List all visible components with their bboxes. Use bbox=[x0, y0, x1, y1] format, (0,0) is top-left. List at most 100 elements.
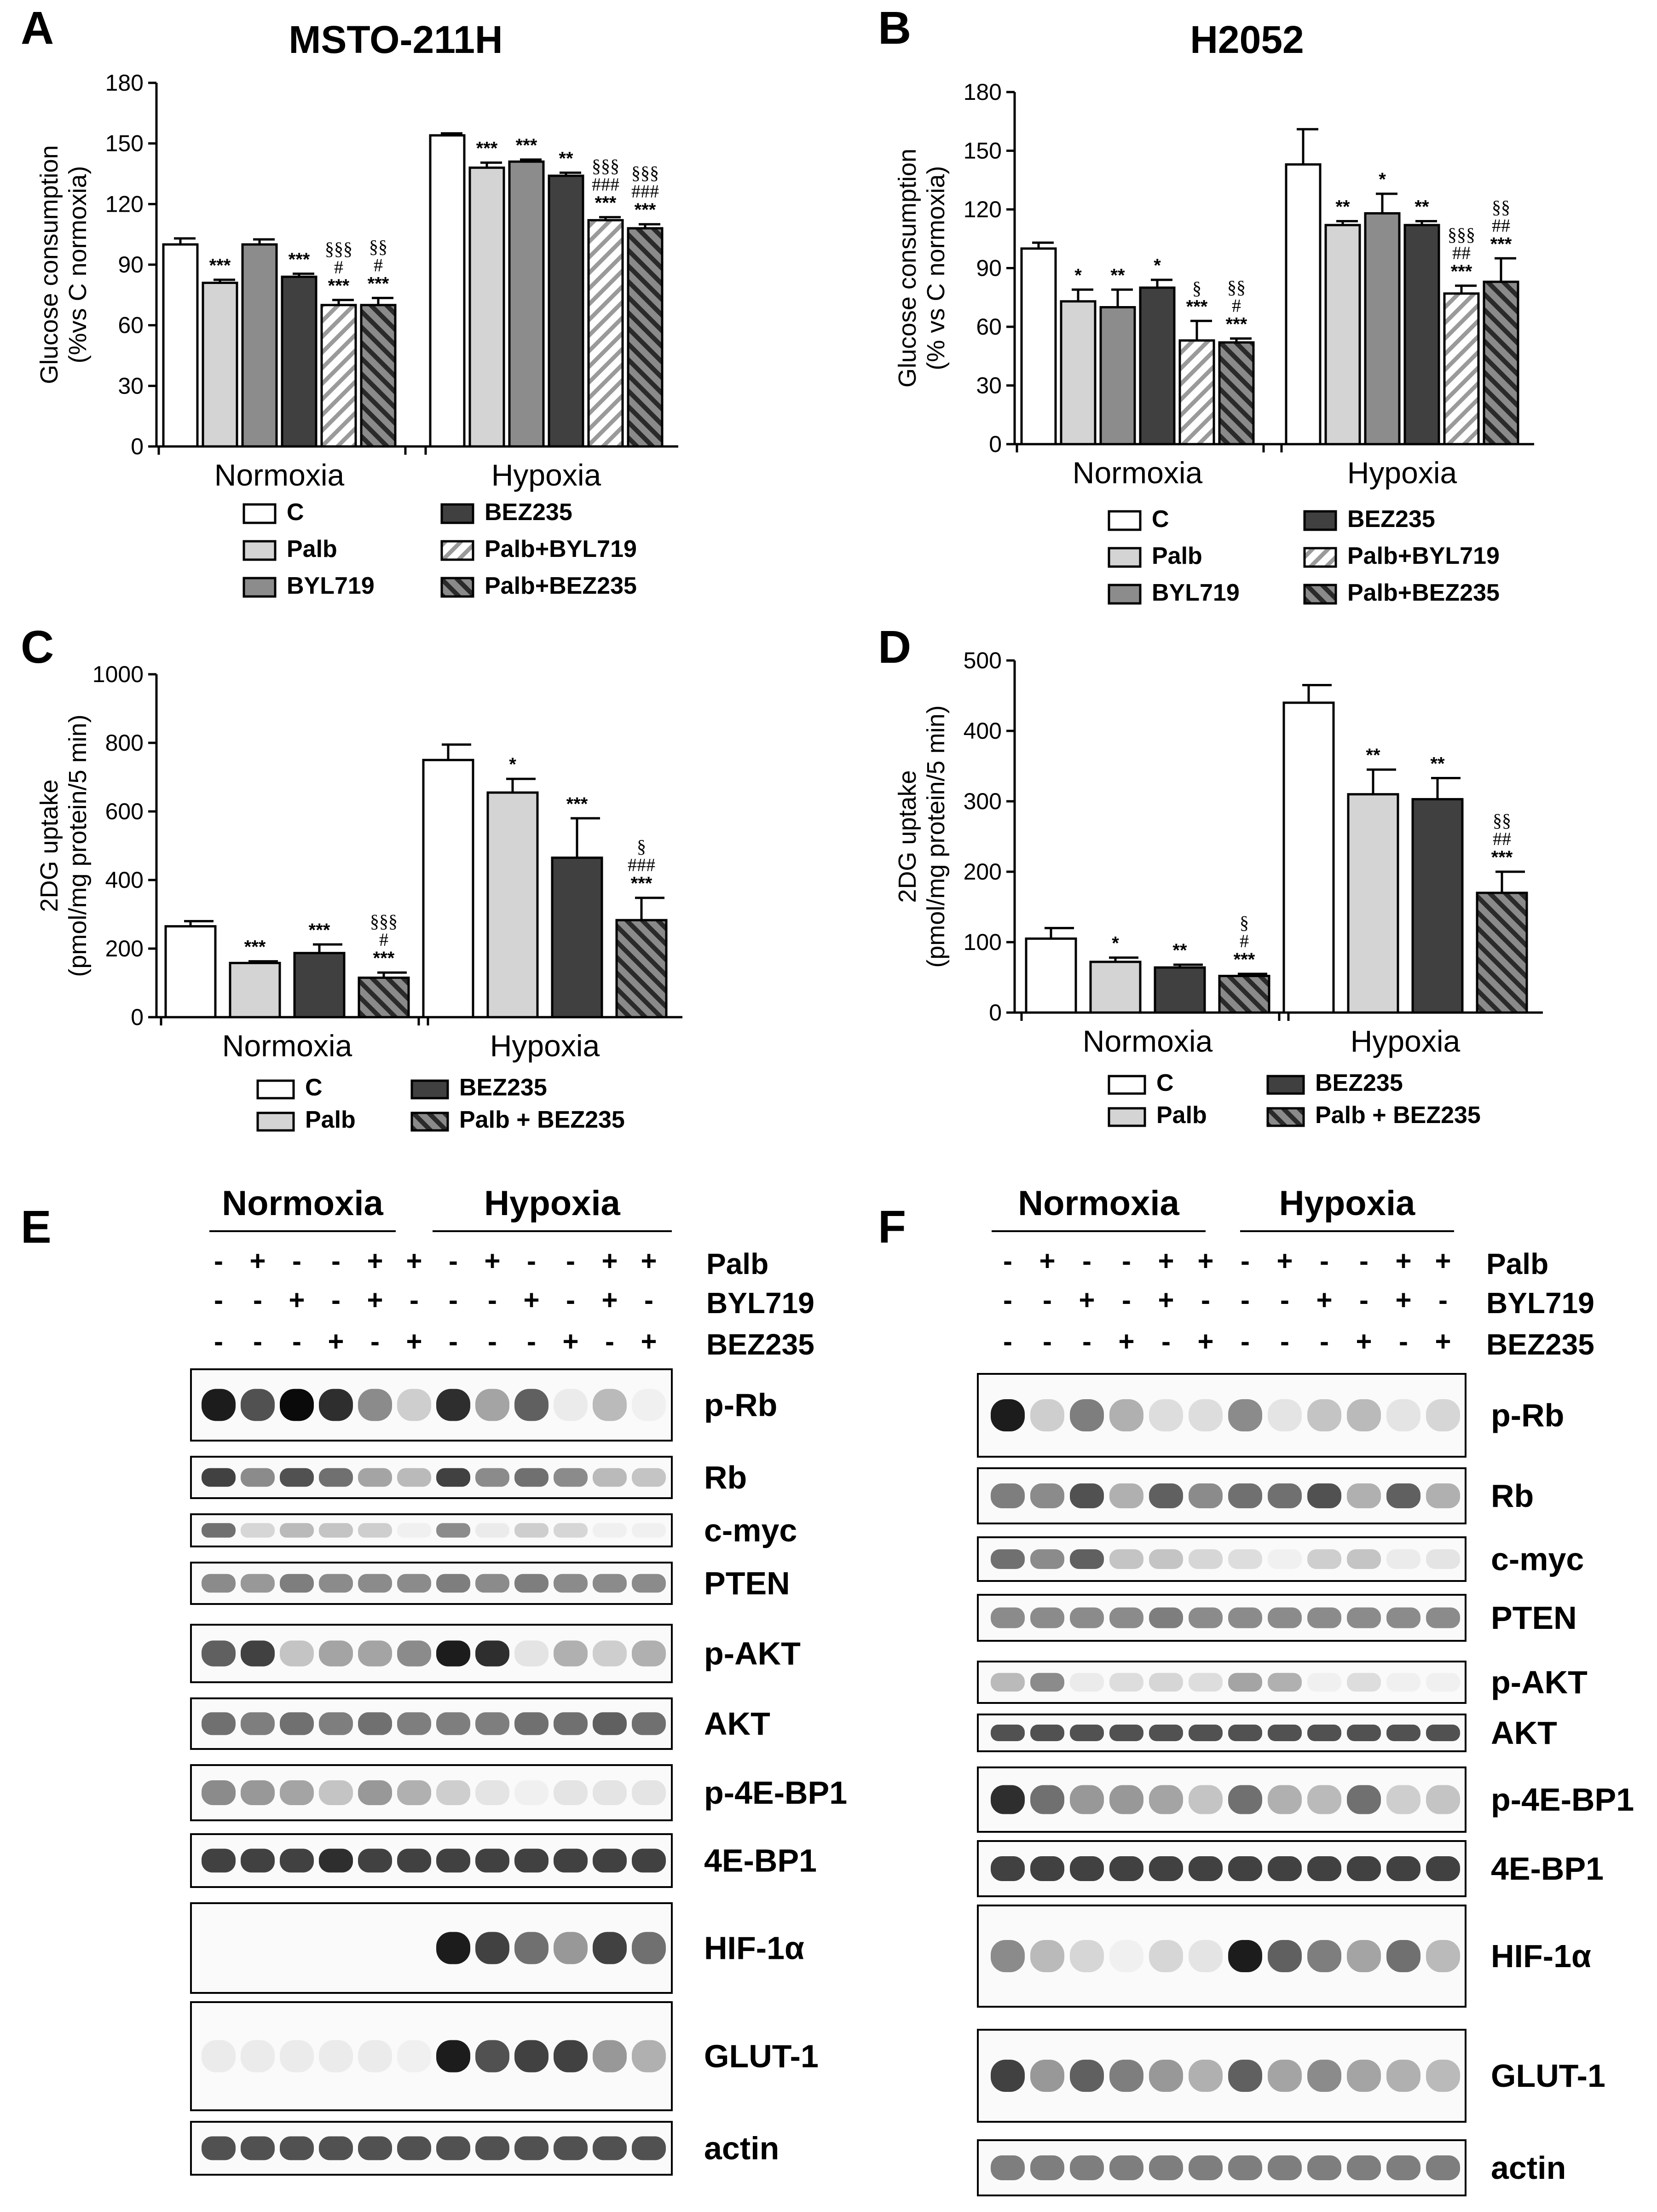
bar-normoxia-bez235 bbox=[293, 952, 346, 1019]
significance-mark: *** bbox=[631, 874, 652, 894]
blot-band bbox=[1268, 1549, 1302, 1569]
blot-band bbox=[1347, 1785, 1381, 1814]
blot-band bbox=[1426, 1785, 1460, 1814]
blot-band bbox=[554, 2136, 588, 2160]
blot-band bbox=[397, 1780, 431, 1805]
blot-band bbox=[1426, 2155, 1460, 2180]
significance-mark: §§ bbox=[1492, 197, 1510, 217]
blot-band bbox=[475, 1712, 509, 1735]
blot-band bbox=[1109, 2155, 1143, 2180]
blot-band bbox=[1189, 1549, 1223, 1569]
treatment-sign: - bbox=[1241, 1285, 1250, 1315]
legend-label: Palb+BEZ235 bbox=[1347, 579, 1500, 606]
blot-band bbox=[319, 1574, 353, 1593]
blot-band bbox=[280, 1640, 314, 1667]
treatment-sign: + bbox=[406, 1245, 422, 1276]
blot-band bbox=[632, 1523, 666, 1538]
blot-band bbox=[1189, 1785, 1223, 1814]
treatment-sign: - bbox=[1043, 1326, 1052, 1357]
blot-band bbox=[593, 1468, 627, 1487]
legend-swatch-bez235 bbox=[440, 503, 474, 524]
blot-band bbox=[632, 1640, 666, 1667]
y-tick-label: 60 bbox=[118, 313, 144, 338]
chart-panel-b: H2052 0 30 60 90 120 150 180 Glucose consumption… bbox=[894, 18, 1534, 606]
blot-band bbox=[1228, 1856, 1262, 1881]
legend-label: BEZ235 bbox=[459, 1074, 547, 1101]
blot-band bbox=[1228, 1399, 1262, 1431]
y-tick-label: 1000 bbox=[92, 661, 144, 687]
blot-band bbox=[319, 1780, 353, 1805]
treatment-sign: - bbox=[253, 1326, 262, 1357]
blot-band bbox=[475, 1389, 509, 1421]
treatment-sign: - bbox=[449, 1326, 458, 1357]
x-category-label: Normoxia bbox=[222, 1029, 352, 1063]
bar-hypoxia-palb bbox=[1347, 793, 1399, 1014]
blot-band bbox=[436, 1932, 470, 1964]
significance-mark: *** bbox=[635, 200, 656, 220]
legend-swatch-palb bbox=[1108, 1107, 1146, 1127]
blot-band bbox=[1149, 1673, 1183, 1692]
blot-band bbox=[632, 2040, 666, 2073]
blot-band bbox=[1149, 1940, 1183, 1972]
bar-hypoxia-c bbox=[429, 134, 466, 448]
significance-mark: § bbox=[1192, 278, 1201, 298]
blot-band bbox=[475, 2136, 509, 2160]
significance-mark: ** bbox=[1110, 265, 1125, 285]
blot-band bbox=[1307, 1549, 1341, 1569]
blot-band bbox=[1149, 1607, 1183, 1628]
significance-mark: # bbox=[334, 257, 343, 278]
legend-label: BYL719 bbox=[1152, 579, 1240, 606]
blot-band bbox=[436, 2040, 470, 2073]
condition-header: Normoxia bbox=[1018, 1184, 1179, 1223]
significance-mark: §§§ bbox=[370, 911, 398, 932]
treatment-sign: - bbox=[1003, 1285, 1012, 1315]
blot-band bbox=[632, 1574, 666, 1593]
blot-band bbox=[358, 1389, 392, 1421]
blot-band bbox=[1426, 1399, 1460, 1431]
x-category-label: Normoxia bbox=[214, 458, 345, 492]
treatment-sign: + bbox=[1079, 1285, 1095, 1315]
y-axis-label: 2DG uptake(pmol/mg protein/5 min) bbox=[35, 714, 92, 977]
bar-hypoxia-palb bbox=[468, 166, 505, 448]
blot-band bbox=[1070, 1483, 1104, 1508]
protein-label: Rb bbox=[704, 1459, 747, 1495]
blot-band bbox=[1307, 1785, 1341, 1814]
blot-band bbox=[514, 1780, 548, 1805]
blot-strip-hif-1 bbox=[190, 1902, 673, 1994]
treatment-sign: + bbox=[484, 1245, 500, 1276]
treatment-sign: - bbox=[1241, 1326, 1250, 1357]
blot-band bbox=[475, 1848, 509, 1873]
bar-normoxia-c bbox=[1020, 247, 1057, 446]
blot-band bbox=[280, 1574, 314, 1593]
significance-mark: # bbox=[1240, 931, 1249, 951]
significance-mark: *** bbox=[1226, 314, 1247, 335]
blot-band bbox=[991, 1673, 1025, 1692]
significance-mark: * bbox=[1379, 169, 1386, 190]
legend-label: BEZ235 bbox=[1315, 1070, 1403, 1096]
y-tick-label: 0 bbox=[989, 1000, 1002, 1025]
blot-band bbox=[241, 1574, 275, 1593]
treatment-sign: - bbox=[566, 1245, 575, 1276]
blot-band bbox=[1307, 2060, 1341, 2092]
western-blot-panel-f: Normoxia Hypoxia- + - - + + - + - - + + Palb- - + - + - - - +… bbox=[977, 1184, 1634, 2196]
x-category-label: Normoxia bbox=[1073, 456, 1203, 490]
blot-band bbox=[202, 1780, 236, 1805]
blot-band bbox=[1109, 1856, 1143, 1881]
treatment-sign: - bbox=[1399, 1326, 1408, 1357]
y-axis-label: Glucose consumption(%vs C normoxia) bbox=[35, 145, 92, 384]
blot-band bbox=[436, 2136, 470, 2160]
blot-band bbox=[1189, 2155, 1223, 2180]
legend-label: Palb bbox=[1156, 1102, 1207, 1129]
blot-band bbox=[436, 1574, 470, 1593]
significance-mark: §§§ bbox=[592, 156, 619, 176]
blot-band bbox=[991, 1399, 1025, 1431]
treatment-sign: - bbox=[214, 1245, 223, 1276]
treatment-sign: - bbox=[1320, 1245, 1329, 1276]
blot-band bbox=[397, 1468, 431, 1487]
blot-band bbox=[593, 1932, 627, 1964]
blot-band bbox=[1070, 1785, 1104, 1814]
blot-band bbox=[202, 1574, 236, 1593]
significance-mark: ### bbox=[631, 181, 659, 202]
blot-band bbox=[1347, 1856, 1381, 1881]
blot-band bbox=[1070, 1940, 1104, 1972]
